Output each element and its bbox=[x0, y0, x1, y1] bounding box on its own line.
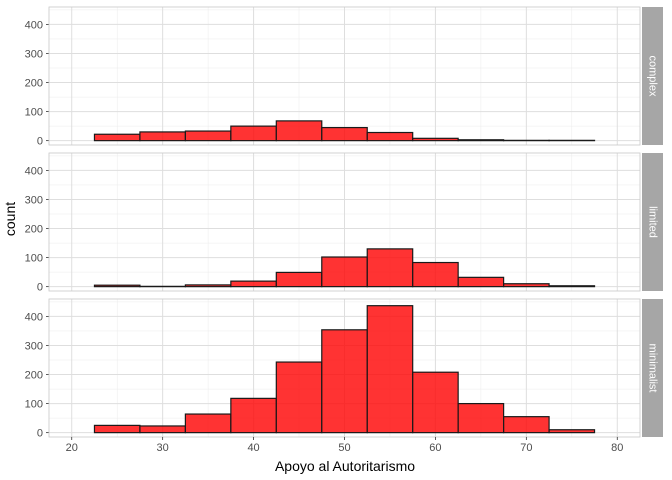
histogram-bar bbox=[366, 131, 414, 142]
x-tick-label: 70 bbox=[520, 442, 532, 454]
panel-border bbox=[48, 152, 641, 292]
histogram-bar bbox=[366, 305, 414, 434]
histogram-bar bbox=[366, 248, 414, 288]
histogram-bar bbox=[503, 283, 550, 288]
histogram-bar bbox=[230, 280, 277, 288]
histogram-bar bbox=[93, 133, 141, 142]
y-tick-label: 100 bbox=[25, 399, 43, 411]
y-tick-label: 100 bbox=[25, 107, 43, 119]
histogram-bar bbox=[457, 276, 505, 288]
y-axis-title: count bbox=[2, 202, 18, 236]
histogram-bar bbox=[93, 284, 141, 288]
facet-panel-limited: 0 100 200 300 400 limited bbox=[25, 152, 663, 294]
histogram-bar bbox=[321, 256, 368, 288]
x-axis-title: Apoyo al Autoritarismo bbox=[275, 458, 415, 474]
histogram-bar bbox=[321, 126, 368, 142]
facet-panel-minimalist: 0 100 200 300 400 minimalist bbox=[25, 298, 663, 440]
facet-panels: 0 100 200 300 400 complex 0 100 200 300 400 limited… bbox=[25, 6, 663, 440]
histogram-bar bbox=[93, 424, 141, 434]
y-tick-label: 400 bbox=[25, 311, 43, 323]
histogram-bar bbox=[548, 429, 596, 434]
y-tick-label: 400 bbox=[25, 165, 43, 177]
y-tick-label: 200 bbox=[25, 224, 43, 236]
facet-strip bbox=[642, 7, 663, 145]
histogram-bar bbox=[503, 416, 550, 434]
x-tick-label: 50 bbox=[338, 442, 350, 454]
panel-border bbox=[48, 6, 641, 146]
facet-strip-label: limited bbox=[647, 206, 659, 238]
facet-strip-label: minimalist bbox=[647, 344, 659, 393]
histogram-bar bbox=[139, 425, 186, 434]
histogram-bar bbox=[275, 271, 323, 288]
y-tick-label: 100 bbox=[25, 253, 43, 265]
x-tick-label: 40 bbox=[247, 442, 259, 454]
histogram-bar bbox=[184, 130, 232, 142]
histogram-bar bbox=[321, 329, 368, 434]
x-tick-label: 60 bbox=[429, 442, 441, 454]
x-axis: 20 30 40 50 60 70 80 bbox=[66, 437, 623, 454]
y-tick-label: 300 bbox=[25, 48, 43, 60]
histogram-bar bbox=[275, 120, 323, 142]
facet-strip-label: complex bbox=[647, 56, 659, 97]
facet-panel-complex: 0 100 200 300 400 complex bbox=[25, 6, 663, 148]
y-tick-label: 300 bbox=[25, 194, 43, 206]
histogram-bar bbox=[139, 131, 186, 142]
y-tick-label: 0 bbox=[37, 428, 43, 440]
histogram-bar bbox=[457, 402, 505, 434]
histogram-bar bbox=[548, 285, 596, 288]
histogram-bar bbox=[230, 397, 277, 434]
facet-strip bbox=[642, 153, 663, 291]
facet-strip bbox=[642, 299, 663, 437]
histogram-bar bbox=[412, 137, 459, 142]
histogram-bar bbox=[184, 284, 232, 288]
y-tick-label: 0 bbox=[37, 282, 43, 294]
histogram-bar bbox=[275, 361, 323, 434]
histogram-bar bbox=[457, 139, 505, 142]
histogram-bar bbox=[412, 371, 459, 434]
histogram-bar bbox=[412, 261, 459, 288]
histogram-bar bbox=[184, 413, 232, 434]
x-tick-label: 20 bbox=[66, 442, 78, 454]
y-tick-label: 400 bbox=[25, 19, 43, 31]
x-tick-label: 30 bbox=[157, 442, 169, 454]
y-tick-label: 0 bbox=[37, 136, 43, 148]
histogram-bar bbox=[230, 125, 277, 142]
y-tick-label: 200 bbox=[25, 78, 43, 90]
y-tick-label: 300 bbox=[25, 340, 43, 352]
y-tick-label: 200 bbox=[25, 370, 43, 382]
x-tick-label: 80 bbox=[611, 442, 623, 454]
